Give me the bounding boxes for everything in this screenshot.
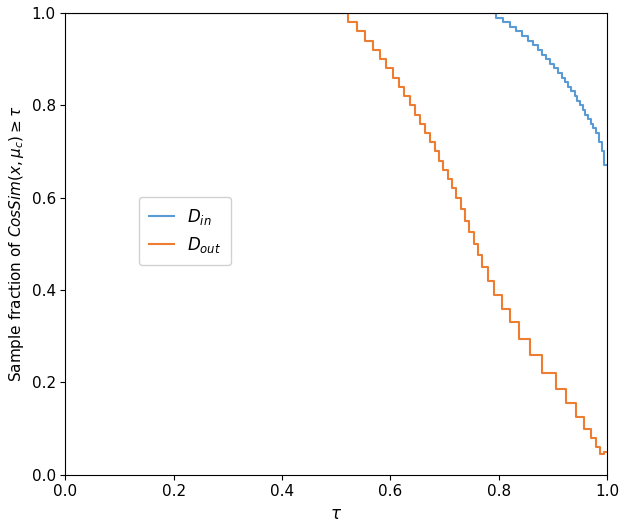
$D_{out}$ bbox=[344, 19, 352, 25]
$D_{out}$ bbox=[444, 176, 451, 182]
Y-axis label: Sample fraction of $CosSim(x, \mu_c) \geq \tau$: Sample fraction of $CosSim(x, \mu_c) \ge… bbox=[7, 105, 26, 382]
$D_{in}$ bbox=[573, 98, 581, 104]
Legend: $D_{in}$, $D_{out}$: $D_{in}$, $D_{out}$ bbox=[139, 197, 232, 265]
$D_{out}$ bbox=[395, 84, 403, 90]
Line: $D_{in}$: $D_{in}$ bbox=[66, 13, 607, 165]
$D_{out}$ bbox=[389, 74, 396, 81]
$D_{out}$ bbox=[431, 148, 439, 155]
$D_{in}$ bbox=[595, 139, 603, 145]
$D_{out}$ bbox=[498, 305, 506, 312]
$D_{out}$ bbox=[62, 10, 69, 16]
$D_{out}$ bbox=[572, 414, 580, 420]
$D_{out}$ bbox=[376, 56, 383, 63]
$D_{out}$ bbox=[600, 448, 607, 455]
$D_{out}$ bbox=[435, 157, 443, 164]
$D_{in}$ bbox=[587, 121, 595, 127]
$D_{in}$ bbox=[598, 148, 605, 155]
$D_{in}$ bbox=[506, 24, 513, 30]
$D_{in}$ bbox=[561, 79, 568, 85]
$D_{out}$ bbox=[426, 139, 434, 145]
$D_{out}$ bbox=[603, 448, 611, 455]
$D_{in}$ bbox=[484, 10, 491, 16]
$D_{in}$ bbox=[534, 47, 541, 53]
$D_{in}$ bbox=[492, 14, 500, 21]
$D_{in}$ bbox=[550, 65, 558, 72]
$D_{out}$ bbox=[526, 351, 534, 358]
$D_{in}$ bbox=[524, 38, 531, 44]
$D_{out}$ bbox=[597, 451, 604, 457]
$D_{in}$ bbox=[558, 74, 565, 81]
$D_{out}$ bbox=[506, 319, 513, 325]
$D_{out}$ bbox=[439, 167, 447, 173]
$D_{in}$ bbox=[571, 93, 578, 99]
$D_{in}$ bbox=[62, 10, 69, 16]
$D_{out}$ bbox=[466, 229, 473, 235]
$D_{in}$ bbox=[579, 107, 587, 113]
$D_{out}$ bbox=[416, 121, 424, 127]
$D_{in}$ bbox=[564, 84, 572, 90]
$D_{out}$ bbox=[563, 400, 570, 407]
$D_{out}$ bbox=[448, 186, 456, 192]
$D_{in}$ bbox=[576, 102, 583, 109]
$D_{in}$ bbox=[582, 111, 589, 118]
$D_{in}$ bbox=[529, 42, 536, 48]
$D_{in}$ bbox=[538, 51, 546, 58]
$D_{out}$ bbox=[479, 264, 486, 270]
$D_{out}$ bbox=[411, 111, 419, 118]
$D_{out}$ bbox=[421, 130, 429, 136]
$D_{out}$ bbox=[475, 252, 482, 259]
$D_{in}$ bbox=[554, 70, 562, 76]
$D_{in}$ bbox=[500, 19, 507, 25]
$D_{out}$ bbox=[587, 435, 595, 441]
$D_{in}$ bbox=[568, 89, 575, 95]
$D_{out}$ bbox=[453, 195, 460, 201]
$D_{out}$ bbox=[369, 47, 376, 53]
$D_{out}$ bbox=[538, 370, 546, 376]
$D_{out}$ bbox=[332, 10, 340, 16]
$D_{out}$ bbox=[353, 28, 361, 34]
$D_{out}$ bbox=[470, 241, 478, 247]
$D_{in}$ bbox=[546, 60, 554, 67]
X-axis label: $\tau$: $\tau$ bbox=[330, 505, 342, 523]
$D_{out}$ bbox=[401, 93, 408, 99]
$D_{out}$ bbox=[461, 218, 469, 224]
$D_{out}$ bbox=[406, 102, 414, 109]
$D_{in}$ bbox=[584, 116, 592, 122]
$D_{out}$ bbox=[491, 292, 498, 298]
$D_{out}$ bbox=[361, 38, 369, 44]
$D_{in}$ bbox=[590, 125, 597, 131]
$D_{in}$ bbox=[543, 56, 550, 63]
$D_{in}$ bbox=[603, 162, 611, 169]
$D_{out}$ bbox=[484, 278, 491, 284]
$D_{out}$ bbox=[592, 444, 600, 450]
$D_{out}$ bbox=[552, 386, 559, 393]
$D_{in}$ bbox=[600, 162, 608, 169]
$D_{out}$ bbox=[580, 426, 588, 432]
$D_{out}$ bbox=[515, 335, 523, 342]
Line: $D_{out}$: $D_{out}$ bbox=[66, 13, 607, 454]
$D_{out}$ bbox=[382, 65, 390, 72]
$D_{in}$ bbox=[512, 28, 520, 34]
$D_{in}$ bbox=[518, 33, 526, 39]
$D_{out}$ bbox=[457, 206, 464, 213]
$D_{in}$ bbox=[592, 130, 600, 136]
